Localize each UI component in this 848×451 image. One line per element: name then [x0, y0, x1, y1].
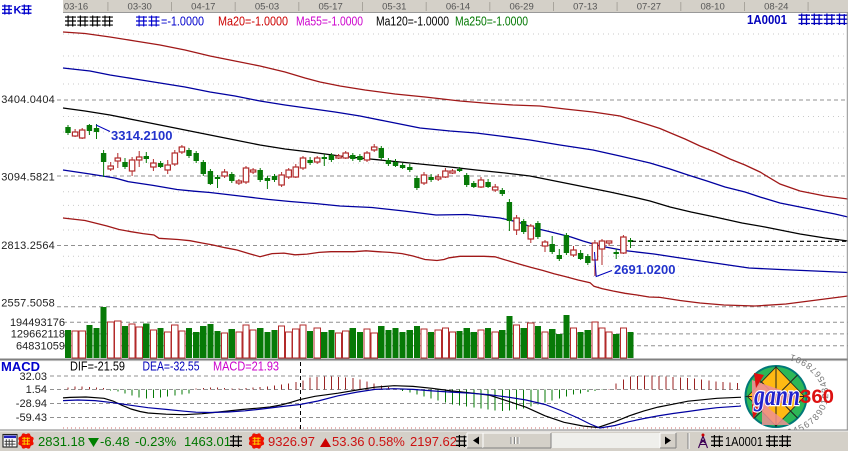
svg-text:MACD: MACD	[1, 359, 40, 374]
svg-text:06-14: 06-14	[446, 2, 470, 13]
svg-text:07-13: 07-13	[573, 2, 597, 13]
svg-text:3094.5821: 3094.5821	[1, 171, 55, 183]
svg-text:360: 360	[800, 387, 834, 408]
svg-text:05-17: 05-17	[318, 2, 342, 13]
svg-text:32.03: 32.03	[19, 371, 47, 383]
svg-text:MACD=21.93: MACD=21.93	[213, 360, 279, 374]
svg-text:2691.0200: 2691.0200	[614, 262, 675, 277]
svg-text:gann: gann	[753, 379, 800, 412]
svg-text:DIF=-21.59: DIF=-21.59	[70, 360, 125, 374]
svg-text:129662118: 129662118	[11, 329, 65, 341]
svg-text:-59.43: -59.43	[16, 412, 47, 424]
svg-text:9326.97: 9326.97	[268, 434, 315, 449]
svg-text:=-1.0000: =-1.0000	[161, 15, 204, 29]
svg-text:Ma20=-1.0000: Ma20=-1.0000	[218, 15, 288, 29]
svg-text:08-10: 08-10	[700, 2, 724, 13]
svg-text:53.36: 53.36	[332, 434, 365, 449]
svg-text:Ma120=-1.0000: Ma120=-1.0000	[376, 15, 449, 29]
svg-text:-0.23%: -0.23%	[135, 434, 177, 449]
svg-text:04-17: 04-17	[191, 2, 215, 13]
svg-text:3404.0404: 3404.0404	[1, 94, 55, 106]
svg-text:06-29: 06-29	[509, 2, 533, 13]
svg-text:1A0001: 1A0001	[747, 12, 787, 27]
svg-text:Ma55=-1.0000: Ma55=-1.0000	[296, 15, 363, 29]
svg-text:64831059: 64831059	[16, 341, 65, 353]
svg-text:08-24: 08-24	[764, 2, 788, 13]
svg-text:05-31: 05-31	[382, 2, 406, 13]
svg-text:3314.2100: 3314.2100	[111, 128, 172, 143]
svg-text:03-16: 03-16	[64, 2, 88, 13]
svg-text:-6.48: -6.48	[100, 434, 130, 449]
svg-text:2197.62: 2197.62	[410, 434, 457, 449]
svg-text:Ma250=-1.0000: Ma250=-1.0000	[455, 15, 528, 29]
svg-text:K: K	[14, 5, 22, 17]
svg-text:2813.2564: 2813.2564	[1, 240, 55, 252]
svg-text:2557.5058: 2557.5058	[1, 298, 55, 310]
svg-text:05-03: 05-03	[255, 2, 279, 13]
svg-text:07-27: 07-27	[637, 2, 661, 13]
svg-text:1.54: 1.54	[26, 384, 47, 396]
svg-text:03-30: 03-30	[128, 2, 152, 13]
svg-text:2831.18: 2831.18	[38, 434, 85, 449]
svg-text:194493176: 194493176	[10, 317, 65, 329]
svg-text:1463.01: 1463.01	[184, 434, 231, 449]
svg-text:DEA=-32.55: DEA=-32.55	[143, 360, 200, 374]
svg-text:1A0001: 1A0001	[725, 434, 763, 449]
svg-text:-28.94: -28.94	[16, 398, 47, 410]
svg-text:0.58%: 0.58%	[368, 434, 405, 449]
